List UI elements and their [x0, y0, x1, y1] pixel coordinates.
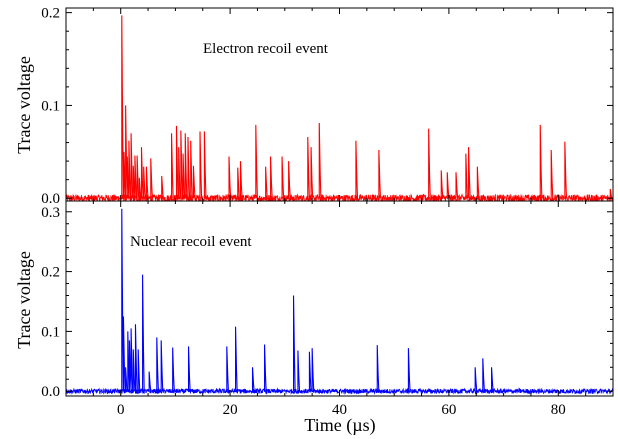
nuclear-recoil-annotation: Nuclear recoil event: [130, 234, 252, 250]
nuclear-pulse-11: [156, 337, 159, 392]
electron-pulse-25: [203, 131, 207, 199]
nuclear-recoil-x-axis: 0 20 40 60 80: [65, 201, 614, 418]
electron-pulse-33: [288, 161, 291, 199]
nuclear-pulse-8: [137, 349, 141, 392]
electron-pulse-43: [465, 153, 469, 199]
nuclear-recoil-y-label: Trace voltage: [14, 251, 34, 349]
electron-pulse-22: [190, 140, 193, 199]
nuclear-pulse-10: [148, 371, 152, 392]
nuclear-pulse-2: [125, 367, 128, 392]
electron-pulse-12: [145, 166, 149, 199]
nuclear-pulse-24: [407, 348, 411, 392]
electron-pulse-9: [138, 177, 142, 199]
electron-pulse-42: [455, 172, 459, 199]
electron-recoil-annotation: Electron recoil event: [203, 41, 329, 57]
electron-pulse-44: [468, 147, 471, 199]
electron-pulse-28: [239, 161, 243, 199]
electron-pulse-20: [184, 133, 188, 199]
nuclear-y-tick-label: 0.0: [41, 384, 60, 400]
electron-recoil-frame: [65, 7, 614, 202]
electron-pulse-5: [130, 133, 134, 199]
electron-pulse-26: [228, 156, 232, 199]
electron-pulse-41: [446, 172, 450, 199]
electron-recoil-panel: 0.0 0.1 0.2 Electron recoil event: [41, 6, 614, 207]
nuclear-pulse-25: [474, 367, 478, 392]
electron-pulse-24: [199, 131, 203, 199]
electron-pulse-40: [440, 170, 444, 199]
nuclear-pulse-18: [264, 344, 267, 392]
nuclear-pulse-26: [482, 358, 485, 392]
electron-pulse-29: [255, 124, 258, 199]
electron-pulse-14: [161, 175, 164, 199]
nuclear-pulse-5: [130, 328, 134, 392]
nuclear-pulse-16: [235, 326, 238, 392]
nuclear-pulse-23: [376, 345, 380, 392]
electron-pulse-8: [136, 155, 140, 199]
electron-pulse-4: [128, 140, 132, 199]
electron-pulse-19: [182, 153, 186, 199]
nuclear-pulse-15: [226, 346, 229, 392]
nuclear-pulse-20: [297, 350, 301, 392]
electron-y-tick-label: 0.2: [41, 6, 60, 22]
x-tick-label: 40: [332, 402, 347, 418]
nuclear-recoil-panel: 0.0 0.1 0.2 0.3 0 20 40 60 80 Nuclear recoil ev…: [41, 201, 614, 418]
x-tick-label: 80: [551, 402, 566, 418]
electron-pulse-46: [539, 124, 543, 199]
electron-pulse-0: [121, 15, 124, 199]
nuclear-pulse-12: [160, 340, 164, 392]
nuclear-y-tick-label: 0.3: [41, 205, 60, 221]
nuclear-pulse-9: [142, 274, 145, 392]
nuclear-pulse-27: [491, 367, 494, 392]
x-axis-label: Time (µs): [304, 415, 375, 436]
x-tick-label: 60: [441, 402, 456, 418]
electron-pulse-39: [428, 128, 431, 199]
electron-pulse-48: [564, 141, 568, 199]
electron-pulse-13: [150, 158, 153, 199]
electron-y-tick-label: 0.0: [41, 191, 60, 207]
nuclear-pulse-6: [132, 349, 136, 392]
nuclear-y-tick-label: 0.1: [41, 324, 60, 340]
x-tick-label: 20: [223, 402, 238, 418]
electron-pulse-10: [140, 147, 144, 199]
electron-recoil-trace: [66, 15, 613, 201]
nuclear-recoil-frame: [65, 200, 614, 397]
electron-recoil-x-ticks: [65, 8, 614, 201]
nuclear-pulse-13: [172, 347, 175, 392]
electron-pulse-38: [378, 149, 382, 199]
electron-y-tick-label: 0.1: [41, 98, 60, 114]
electron-pulse-7: [134, 155, 138, 199]
x-tick-label: 0: [117, 402, 125, 418]
nuclear-pulse-21: [308, 351, 312, 392]
electron-pulse-45: [476, 166, 480, 199]
electron-pulse-17: [178, 147, 181, 199]
nuclear-pulse-19: [293, 295, 296, 392]
nuclear-recoil-y-axis: 0.0 0.1 0.2 0.3: [41, 205, 613, 400]
electron-pulse-36: [318, 123, 322, 199]
electron-pulse-18: [180, 130, 184, 199]
electron-pulse-23: [192, 165, 196, 199]
electron-pulse-30: [265, 166, 268, 199]
nuclear-pulse-1: [122, 316, 126, 392]
electron-pulse-35: [310, 147, 314, 199]
nuclear-pulse-14: [187, 346, 191, 392]
electron-pulse-21: [187, 136, 191, 199]
electron-pulse-11: [143, 166, 146, 199]
electron-pulse-47: [550, 149, 554, 199]
electron-pulse-34: [307, 136, 310, 199]
electron-recoil-y-label: Trace voltage: [14, 56, 34, 154]
electron-pulse-49: [609, 188, 613, 199]
electron-pulse-32: [281, 156, 285, 199]
electron-pulse-16: [175, 125, 179, 199]
electron-pulse-27: [237, 167, 240, 199]
electron-pulse-37: [355, 140, 359, 199]
electron-pulse-15: [171, 133, 174, 199]
electron-pulse-31: [270, 156, 273, 199]
nuclear-pulse-22: [311, 348, 315, 392]
nuclear-pulse-7: [134, 324, 138, 392]
nuclear-pulse-17: [251, 367, 255, 392]
nuclear-y-tick-label: 0.2: [41, 265, 60, 281]
